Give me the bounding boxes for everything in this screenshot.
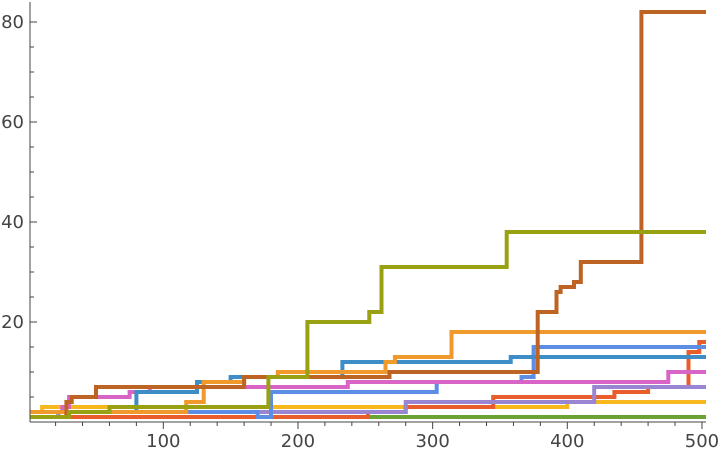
series-layer [30, 10, 706, 419]
x-tick-label: 100 [146, 431, 180, 452]
x-tick-label: 500 [685, 431, 719, 452]
series-line-7 [30, 355, 706, 414]
series-line-5 [30, 345, 706, 419]
x-tick-label: 300 [415, 431, 449, 452]
ticks: 100 200 300 400 500 20 40 60 80 [1, 12, 719, 452]
series-line-8 [30, 330, 706, 414]
y-tick-label: 80 [1, 12, 24, 33]
x-tick-label: 400 [550, 431, 584, 452]
series-line-10 [30, 230, 706, 419]
series-line-9 [30, 10, 706, 419]
y-tick-label: 20 [1, 312, 24, 333]
x-tick-label: 200 [281, 431, 315, 452]
y-tick-label: 40 [1, 212, 24, 233]
y-tick-label: 60 [1, 112, 24, 133]
